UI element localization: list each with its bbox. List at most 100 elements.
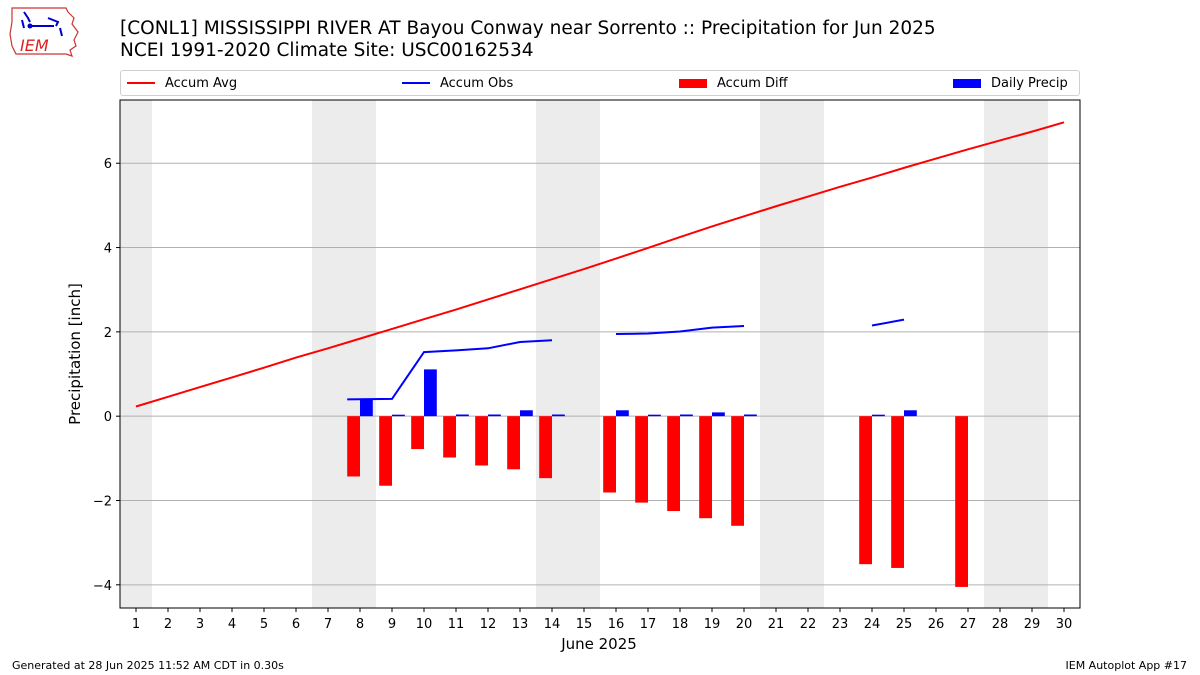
x-tick-label: 30 xyxy=(1056,617,1073,632)
x-tick-label: 1 xyxy=(132,617,140,632)
x-tick-label: 18 xyxy=(672,617,689,632)
legend-item-daily-precip: Daily Precip xyxy=(953,74,1068,92)
accum-diff-bar-day-19 xyxy=(699,416,712,519)
weekend-band-7 xyxy=(312,100,344,608)
x-tick-label: 12 xyxy=(480,617,497,632)
x-tick-label: 21 xyxy=(768,617,785,632)
x-tick-label: 5 xyxy=(260,617,268,632)
daily-precip-bar-day-18 xyxy=(680,414,693,417)
weekend-band-1 xyxy=(120,100,152,608)
daily-precip-bar-day-13 xyxy=(520,410,533,417)
y-tick-label: −4 xyxy=(93,579,112,594)
daily-precip-bar-day-11 xyxy=(456,414,469,417)
legend-swatch-accum-obs xyxy=(402,82,430,84)
legend-item-accum-avg: Accum Avg xyxy=(127,74,237,92)
x-tick-label: 2 xyxy=(164,617,172,632)
legend-label-accum-obs: Accum Obs xyxy=(440,75,514,91)
accum-diff-bar-day-10 xyxy=(411,416,424,450)
legend-item-accum-diff: Accum Diff xyxy=(679,74,788,92)
daily-precip-bar-day-10 xyxy=(424,369,437,417)
accum-diff-bar-day-18 xyxy=(667,416,680,512)
y-tick-label: 2 xyxy=(104,326,112,341)
x-tick-label: 29 xyxy=(1024,617,1041,632)
accum-diff-bar-day-25 xyxy=(891,416,904,568)
weekend-band-28 xyxy=(984,100,1016,608)
daily-precip-bar-day-17 xyxy=(648,414,661,417)
x-tick-label: 3 xyxy=(196,617,204,632)
plot-frame xyxy=(119,99,1081,609)
weekend-band-22 xyxy=(792,100,824,608)
accum-avg-line xyxy=(135,121,1065,408)
x-tick-label: 28 xyxy=(992,617,1009,632)
logo-text: IEM xyxy=(20,36,49,55)
weekend-band-14 xyxy=(536,100,568,608)
y-tick-label: 6 xyxy=(104,157,112,172)
daily-precip-bar-day-14 xyxy=(552,414,565,417)
weekend-band-21 xyxy=(760,100,792,608)
x-tick-label: 14 xyxy=(544,617,561,632)
legend-label-daily-precip: Daily Precip xyxy=(991,75,1068,91)
legend-swatch-daily-precip xyxy=(953,78,981,88)
accum-diff-bar-day-13 xyxy=(507,416,520,470)
x-tick-label: 13 xyxy=(512,617,529,632)
daily-precip-bar-day-9 xyxy=(392,414,405,417)
x-tick-label: 26 xyxy=(928,617,945,632)
daily-precip-bar-day-8 xyxy=(360,399,373,417)
legend-label-accum-avg: Accum Avg xyxy=(165,75,238,91)
accum-diff-bar-day-8 xyxy=(347,416,360,477)
chart-legend: Accum Avg Accum Obs Accum Diff Daily Pre… xyxy=(120,70,1080,96)
daily-precip-bar-day-12 xyxy=(488,414,501,417)
x-tick-label: 8 xyxy=(356,617,364,632)
daily-precip-bar-day-20 xyxy=(744,414,757,417)
bars xyxy=(347,369,968,587)
x-tick-label: 10 xyxy=(416,617,433,632)
accum-obs-line xyxy=(615,324,745,335)
weekend-band-29 xyxy=(1016,100,1048,608)
weekend-band-15 xyxy=(568,100,600,608)
generated-timestamp: Generated at 28 Jun 2025 11:52 AM CDT in… xyxy=(12,659,284,672)
accum-diff-bar-day-11 xyxy=(443,416,456,458)
y-tick-label: 4 xyxy=(104,242,112,257)
y-tick-label: 0 xyxy=(104,410,112,425)
x-tick-label: 7 xyxy=(324,617,332,632)
chart-subtitle: NCEI 1991-2020 Climate Site: USC00162534 xyxy=(120,40,534,61)
lines xyxy=(135,121,1065,408)
x-tick-label: 16 xyxy=(608,617,625,632)
x-tick-label: 4 xyxy=(228,617,236,632)
legend-label-accum-diff: Accum Diff xyxy=(717,75,788,91)
accum-diff-bar-day-17 xyxy=(635,416,648,503)
iem-logo: IEM xyxy=(8,6,80,62)
accum-diff-bar-day-27 xyxy=(955,416,968,587)
x-tick-label: 6 xyxy=(292,617,300,632)
x-tick-label: 19 xyxy=(704,617,721,632)
legend-swatch-accum-diff xyxy=(679,78,707,88)
accum-obs-line xyxy=(347,339,553,401)
daily-precip-bar-day-24 xyxy=(872,414,885,417)
x-tick-label: 9 xyxy=(388,617,396,632)
x-axis-label: June 2025 xyxy=(560,635,637,653)
accum-diff-bar-day-16 xyxy=(603,416,616,493)
weekend-band-8 xyxy=(344,100,376,608)
x-tick-label: 24 xyxy=(864,617,881,632)
legend-item-accum-obs: Accum Obs xyxy=(402,74,513,92)
accum-diff-bar-day-12 xyxy=(475,416,488,466)
legend-swatch-accum-avg xyxy=(127,82,155,84)
x-tick-label: 15 xyxy=(576,617,593,632)
y-axis-label: Precipitation [inch] xyxy=(66,283,84,425)
x-tick-label: 27 xyxy=(960,617,977,632)
x-tick-label: 20 xyxy=(736,617,753,632)
x-tick-label: 11 xyxy=(448,617,465,632)
daily-precip-bar-day-19 xyxy=(712,412,725,417)
x-tick-label: 23 xyxy=(832,617,849,632)
accum-diff-bar-day-9 xyxy=(379,416,392,486)
accum-obs-line xyxy=(871,318,905,327)
x-tick-label: 25 xyxy=(896,617,913,632)
accum-diff-bar-day-20 xyxy=(731,416,744,526)
x-tick-label: 22 xyxy=(800,617,817,632)
daily-precip-bar-day-16 xyxy=(616,410,629,417)
daily-precip-bar-day-25 xyxy=(904,410,917,417)
app-label: IEM Autoplot App #17 xyxy=(1065,659,1188,672)
chart-title: [CONL1] MISSISSIPPI RIVER AT Bayou Conwa… xyxy=(120,18,936,39)
y-tick-label: −2 xyxy=(93,494,112,509)
